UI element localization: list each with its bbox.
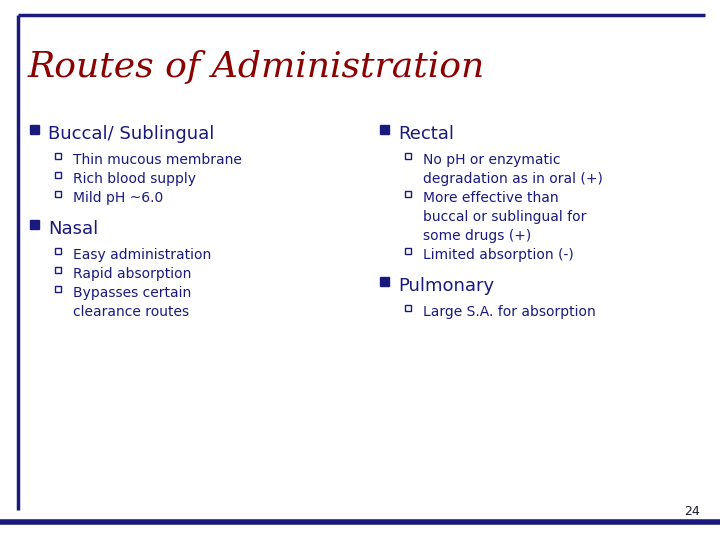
- Text: Pulmonary: Pulmonary: [398, 277, 494, 295]
- Text: degradation as in oral (+): degradation as in oral (+): [423, 172, 603, 186]
- Text: Rapid absorption: Rapid absorption: [73, 267, 192, 281]
- Bar: [55, 248, 61, 254]
- Bar: [30, 125, 39, 133]
- Text: Thin mucous membrane: Thin mucous membrane: [73, 153, 242, 167]
- Bar: [55, 172, 61, 178]
- Text: 24: 24: [684, 505, 700, 518]
- Bar: [55, 191, 61, 197]
- Text: Limited absorption (-): Limited absorption (-): [423, 248, 574, 262]
- Text: Easy administration: Easy administration: [73, 248, 211, 262]
- Bar: [405, 248, 411, 254]
- Text: Nasal: Nasal: [48, 220, 98, 238]
- Bar: [405, 153, 411, 159]
- Text: Large S.A. for absorption: Large S.A. for absorption: [423, 305, 595, 319]
- Text: No pH or enzymatic: No pH or enzymatic: [423, 153, 560, 167]
- Bar: [405, 305, 411, 311]
- Text: Rich blood supply: Rich blood supply: [73, 172, 196, 186]
- Bar: [30, 219, 39, 228]
- Text: buccal or sublingual for: buccal or sublingual for: [423, 210, 586, 224]
- Text: Routes of Administration: Routes of Administration: [28, 50, 485, 84]
- Text: clearance routes: clearance routes: [73, 305, 189, 319]
- Text: some drugs (+): some drugs (+): [423, 229, 531, 243]
- Bar: [55, 286, 61, 292]
- Bar: [380, 276, 389, 286]
- Bar: [55, 267, 61, 273]
- Bar: [380, 125, 389, 133]
- Text: Rectal: Rectal: [398, 125, 454, 143]
- Bar: [55, 153, 61, 159]
- Text: More effective than: More effective than: [423, 191, 559, 205]
- Text: Buccal/ Sublingual: Buccal/ Sublingual: [48, 125, 215, 143]
- Bar: [405, 191, 411, 197]
- Text: Mild pH ~6.0: Mild pH ~6.0: [73, 191, 163, 205]
- Text: Bypasses certain: Bypasses certain: [73, 286, 192, 300]
